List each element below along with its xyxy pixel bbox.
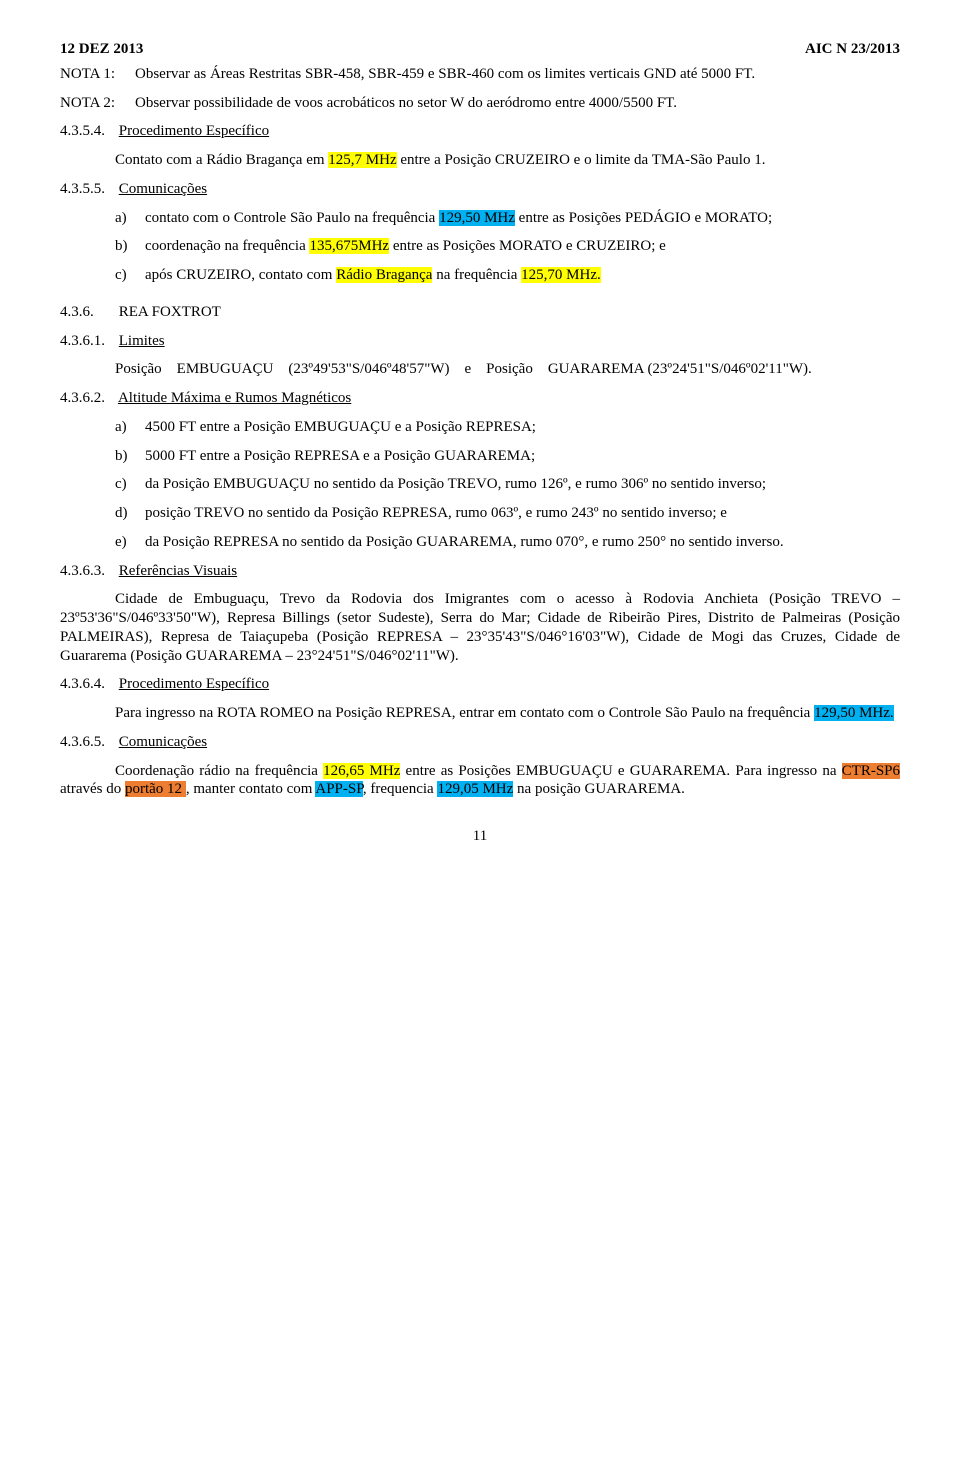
s4362-d-letter: d) — [115, 504, 145, 523]
s4362-b-letter: b) — [115, 447, 145, 466]
s4354-post: entre a Posição CRUZEIRO e o limite da T… — [397, 152, 766, 168]
section-4354-title: Procedimento Específico — [119, 123, 269, 139]
s4362-item-c: c) da Posição EMBUGUAÇU no sentido da Po… — [115, 475, 900, 494]
section-4355-title: Comunicações — [119, 181, 207, 197]
section-4354-num: 4.3.5.4. — [60, 122, 115, 141]
s4362-e-text: da Posição REPRESA no sentido da Posição… — [145, 533, 900, 552]
s4361-l5: Posição — [486, 361, 533, 377]
section-4362-title: Altitude Máxima e Rumos Magnéticos — [118, 390, 351, 406]
s4355-b-body: coordenação na frequência 135,675MHz ent… — [145, 237, 900, 256]
section-4362-num: 4.3.6.2. — [60, 389, 115, 408]
nota-2-label: NOTA 2: — [60, 94, 135, 113]
section-4355-num: 4.3.5.5. — [60, 180, 115, 199]
s4365-mid2: através do — [60, 781, 125, 797]
s4354-pre: Contato com a Rádio Bragança em — [115, 152, 328, 168]
s4365-hl1: 126,65 MHz — [323, 763, 400, 779]
section-436-num: 4.3.6. — [60, 303, 115, 322]
section-4364-num: 4.3.6.4. — [60, 675, 115, 694]
section-4365-num: 4.3.6.5. — [60, 733, 115, 752]
s4355-b-pre: coordenação na frequência — [145, 238, 309, 254]
s4362-d-text: posição TREVO no sentido da Posição REPR… — [145, 504, 900, 523]
s4365-post: na posição GUARAREMA. — [513, 781, 685, 797]
header-date: 12 DEZ 2013 — [60, 40, 143, 59]
page-header: 12 DEZ 2013 AIC N 23/2013 — [60, 40, 900, 59]
s4355-c-hl1: Rádio Bragança — [336, 267, 432, 283]
section-4361-title: Limites — [119, 333, 165, 349]
s4362-b-text: 5000 FT entre a Posição REPRESA e a Posi… — [145, 447, 900, 466]
section-4361-heading: 4.3.6.1. Limites — [60, 332, 900, 351]
s4355-c-pre: após CRUZEIRO, contato com — [145, 267, 336, 283]
s4362-c-text: da Posição EMBUGUAÇU no sentido da Posiç… — [145, 475, 900, 494]
section-4361-num: 4.3.6.1. — [60, 332, 115, 351]
section-4364-heading: 4.3.6.4. Procedimento Específico — [60, 675, 900, 694]
section-4365-heading: 4.3.6.5. Comunicações — [60, 733, 900, 752]
s4362-a-letter: a) — [115, 418, 145, 437]
section-4355-heading: 4.3.5.5. Comunicações — [60, 180, 900, 199]
s4362-item-a: a) 4500 FT entre a Posição EMBUGUAÇU e a… — [115, 418, 900, 437]
section-4361-body: Posição EMBUGUAÇU (23º49'53"S/046º48'57"… — [60, 360, 900, 379]
s4365-pre: Coordenação rádio na frequência — [115, 763, 323, 779]
s4354-hl: 125,7 MHz — [328, 152, 396, 168]
section-4362-heading: 4.3.6.2. Altitude Máxima e Rumos Magnéti… — [60, 389, 900, 408]
header-doc-id: AIC N 23/2013 — [805, 40, 900, 59]
section-4354-heading: 4.3.5.4. Procedimento Específico — [60, 122, 900, 141]
s4362-item-d: d) posição TREVO no sentido da Posição R… — [115, 504, 900, 523]
s4355-c-letter: c) — [115, 266, 145, 285]
s4355-a-post: entre as Posições PEDÁGIO e MORATO; — [515, 210, 772, 226]
s4361-l2: EMBUGUAÇU — [177, 361, 274, 377]
s4365-mid4: , frequencia — [363, 781, 438, 797]
s4361-l1: Posição — [115, 361, 162, 377]
s4365-hl3: portão 12 — [125, 781, 186, 797]
s4355-a-body: contato com o Controle São Paulo na freq… — [145, 209, 900, 228]
page-number: 11 — [60, 827, 900, 846]
s4355-c-mid: na frequência — [432, 267, 521, 283]
s4365-hl4: APP-SP — [315, 781, 363, 797]
s4355-a-pre: contato com o Controle São Paulo na freq… — [145, 210, 439, 226]
section-4365-body: Coordenação rádio na frequência 126,65 M… — [60, 762, 900, 800]
section-4363-num: 4.3.6.3. — [60, 562, 115, 581]
s4362-item-e: e) da Posição REPRESA no sentido da Posi… — [115, 533, 900, 552]
s4361-l3: (23º49'53"S/046º48'57"W) — [288, 361, 449, 377]
s4362-e-letter: e) — [115, 533, 145, 552]
s4362-item-b: b) 5000 FT entre a Posição REPRESA e a P… — [115, 447, 900, 466]
s4365-mid1: entre as Posições EMBUGUAÇU e GUARAREMA.… — [400, 763, 841, 779]
s4355-a-hl: 129,50 MHz — [439, 210, 515, 226]
nota-2: NOTA 2: Observar possibilidade de voos a… — [60, 94, 900, 113]
section-4354-body: Contato com a Rádio Bragança em 125,7 MH… — [60, 151, 900, 170]
nota-1: NOTA 1: Observar as Áreas Restritas SBR-… — [60, 65, 900, 84]
s4364-hl: 129,50 MHz. — [814, 705, 894, 721]
s4361-l7: (23º24'51"S/046º02'11"W). — [647, 361, 811, 377]
nota-1-label: NOTA 1: — [60, 65, 135, 84]
nota-1-text: Observar as Áreas Restritas SBR-458, SBR… — [135, 65, 900, 84]
s4355-a-letter: a) — [115, 209, 145, 228]
s4362-a-text: 4500 FT entre a Posição EMBUGUAÇU e a Po… — [145, 418, 900, 437]
section-4364-title: Procedimento Específico — [119, 676, 269, 692]
section-4355-list: a) contato com o Controle São Paulo na f… — [115, 209, 900, 285]
section-4365-title: Comunicações — [119, 734, 207, 750]
section-4363-heading: 4.3.6.3. Referências Visuais — [60, 562, 900, 581]
s4355-c-hl2: 125,70 MHz. — [521, 267, 601, 283]
s4365-hl5: 129,05 MHz — [437, 781, 513, 797]
s4355-item-b: b) coordenação na frequência 135,675MHz … — [115, 237, 900, 256]
section-4362-list: a) 4500 FT entre a Posição EMBUGUAÇU e a… — [115, 418, 900, 552]
s4361-l4: e — [464, 361, 471, 377]
section-4363-title: Referências Visuais — [119, 563, 237, 579]
s4361-l6: GUARAREMA — [548, 361, 644, 377]
section-4363-body: Cidade de Embuguaçu, Trevo da Rodovia do… — [60, 590, 900, 665]
section-436-heading: 4.3.6. REA FOXTROT — [60, 303, 900, 322]
s4355-b-letter: b) — [115, 237, 145, 256]
s4355-b-post: entre as Posições MORATO e CRUZEIRO; e — [389, 238, 666, 254]
s4364-pre: Para ingresso na ROTA ROMEO na Posição R… — [115, 705, 814, 721]
section-436-title: REA FOXTROT — [119, 304, 221, 320]
s4365-hl2: CTR-SP6 — [842, 763, 900, 779]
section-4364-body: Para ingresso na ROTA ROMEO na Posição R… — [60, 704, 900, 723]
s4355-item-a: a) contato com o Controle São Paulo na f… — [115, 209, 900, 228]
s4355-item-c: c) após CRUZEIRO, contato com Rádio Brag… — [115, 266, 900, 285]
s4362-c-letter: c) — [115, 475, 145, 494]
s4355-b-hl: 135,675MHz — [309, 238, 389, 254]
s4355-c-body: após CRUZEIRO, contato com Rádio Braganç… — [145, 266, 900, 285]
nota-2-text: Observar possibilidade de voos acrobátic… — [135, 94, 900, 113]
s4365-mid3: , manter contato com — [186, 781, 316, 797]
